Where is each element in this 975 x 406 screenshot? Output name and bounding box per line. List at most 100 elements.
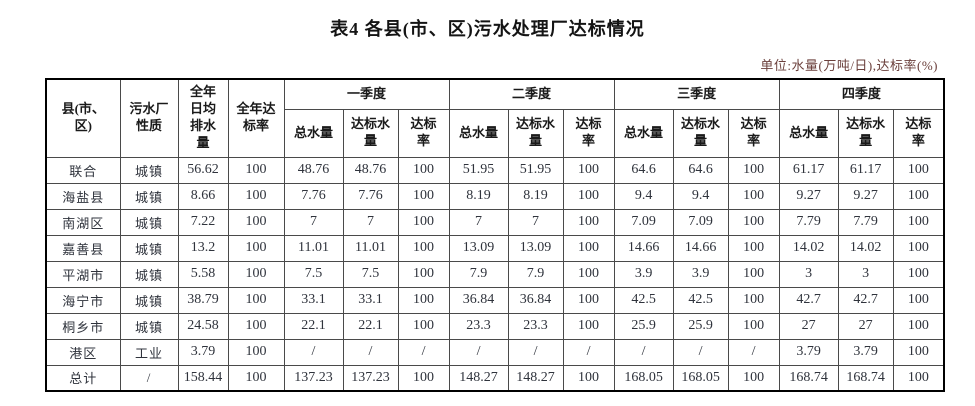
value-cell: 100 <box>397 286 450 314</box>
value-cell: 7.5 <box>283 260 344 288</box>
table-row: 南湖区 城镇 7.22 100 7 7 100 7 7 100 7.09 7.09 100 7.79 7.7… <box>45 208 945 236</box>
value-cell: 33.1 <box>283 286 344 314</box>
header-q2-rate: 达标率 <box>562 108 615 158</box>
value-cell: 22.1 <box>342 312 399 340</box>
header-q3-group: 三季度 <box>613 78 780 110</box>
value-cell: 100 <box>397 364 450 392</box>
header-plant-type: 污水厂性质 <box>119 78 179 158</box>
table-row: 海宁市 城镇 38.79 100 33.1 33.1 100 36.84 36.84 100 42.… <box>45 286 945 314</box>
value-cell: 100 <box>892 338 945 366</box>
value-cell: 13.2 <box>177 234 229 262</box>
value-cell: 38.79 <box>177 286 229 314</box>
value-cell: 7.5 <box>342 260 399 288</box>
value-cell: 100 <box>892 260 945 288</box>
value-cell: 100 <box>562 182 615 210</box>
value-cell: 100 <box>892 286 945 314</box>
value-cell: 7.79 <box>837 208 894 236</box>
header-group-row: 县(市、区) 污水厂性质 全年日均排水量 全年达标率 一季度 二季度 三季度 四… <box>45 78 945 158</box>
value-cell: 158.44 <box>177 364 229 392</box>
header-q4-rate: 达标率 <box>892 108 945 158</box>
value-cell: 100 <box>227 260 285 288</box>
value-cell: 148.27 <box>448 364 509 392</box>
value-cell: 100 <box>892 182 945 210</box>
header-q2-total: 总水量 <box>448 108 509 158</box>
value-cell: 61.17 <box>778 156 839 184</box>
table-header: 县(市、区) 污水厂性质 全年日均排水量 全年达标率 一季度 二季度 三季度 四… <box>45 78 945 158</box>
value-cell: 56.62 <box>177 156 229 184</box>
header-q4-total: 总水量 <box>778 108 839 158</box>
header-q2-compliant: 达标水量 <box>507 108 564 158</box>
header-q3-rate: 达标率 <box>727 108 780 158</box>
value-cell: / <box>342 338 399 366</box>
value-cell: 7.76 <box>342 182 399 210</box>
row-name-cell: 港区 <box>45 338 121 366</box>
header-q1-group: 一季度 <box>283 78 450 110</box>
value-cell: 27 <box>837 312 894 340</box>
value-cell: 137.23 <box>283 364 344 392</box>
value-cell: 3 <box>778 260 839 288</box>
value-cell: 100 <box>397 234 450 262</box>
value-cell: 100 <box>397 260 450 288</box>
value-cell: 36.84 <box>448 286 509 314</box>
header-annual-rate: 全年达标率 <box>227 78 285 158</box>
value-cell: 42.7 <box>837 286 894 314</box>
value-cell: / <box>119 364 179 392</box>
value-cell: 11.01 <box>283 234 344 262</box>
value-cell: 7.9 <box>507 260 564 288</box>
value-cell: 100 <box>892 364 945 392</box>
value-cell: 3.9 <box>672 260 729 288</box>
value-cell: 3 <box>837 260 894 288</box>
value-cell: 48.76 <box>342 156 399 184</box>
value-cell: 9.4 <box>672 182 729 210</box>
value-cell: 25.9 <box>613 312 674 340</box>
value-cell: 9.27 <box>837 182 894 210</box>
header-q1-total: 总水量 <box>283 108 344 158</box>
value-cell: 100 <box>562 156 615 184</box>
value-cell: 100 <box>397 182 450 210</box>
header-sub-row: 总水量 达标水量 达标率 总水量 达标水量 达标率 总水量 达标水量 达标率 总… <box>46 108 945 158</box>
value-cell: 137.23 <box>342 364 399 392</box>
value-cell: 100 <box>397 156 450 184</box>
value-cell: / <box>283 338 344 366</box>
value-cell: 100 <box>727 234 780 262</box>
value-cell: 33.1 <box>342 286 399 314</box>
value-cell: 36.84 <box>507 286 564 314</box>
value-cell: 13.09 <box>448 234 509 262</box>
value-cell: 3.79 <box>778 338 839 366</box>
header-q3-compliant: 达标水量 <box>672 108 729 158</box>
value-cell: 168.05 <box>613 364 674 392</box>
value-cell: 3.79 <box>837 338 894 366</box>
header-q3-total: 总水量 <box>613 108 674 158</box>
row-name-cell: 平湖市 <box>45 260 121 288</box>
value-cell: 城镇 <box>119 208 179 236</box>
value-cell: / <box>448 338 509 366</box>
value-cell: 100 <box>227 208 285 236</box>
value-cell: 100 <box>227 234 285 262</box>
value-cell: 3.79 <box>177 338 229 366</box>
value-cell: 100 <box>562 208 615 236</box>
value-cell: 100 <box>227 156 285 184</box>
value-cell: 7.79 <box>778 208 839 236</box>
value-cell: 7 <box>448 208 509 236</box>
value-cell: 168.05 <box>672 364 729 392</box>
table-body: 联合 城镇 56.62 100 48.76 48.76 100 51.95 51.95 100 64… <box>45 156 945 392</box>
header-q4-compliant: 达标水量 <box>837 108 894 158</box>
value-cell: 11.01 <box>342 234 399 262</box>
value-cell: 23.3 <box>448 312 509 340</box>
value-cell: 168.74 <box>837 364 894 392</box>
value-cell: 100 <box>397 208 450 236</box>
value-cell: 100 <box>227 364 285 392</box>
value-cell: 100 <box>727 286 780 314</box>
value-cell: 42.5 <box>672 286 729 314</box>
value-cell: 14.02 <box>778 234 839 262</box>
value-cell: 100 <box>892 234 945 262</box>
value-cell: 100 <box>727 182 780 210</box>
value-cell: 42.5 <box>613 286 674 314</box>
value-cell: 51.95 <box>448 156 509 184</box>
value-cell: 城镇 <box>119 312 179 340</box>
value-cell: 100 <box>227 338 285 366</box>
value-cell: 100 <box>892 208 945 236</box>
value-cell: 8.19 <box>507 182 564 210</box>
value-cell: 100 <box>727 156 780 184</box>
